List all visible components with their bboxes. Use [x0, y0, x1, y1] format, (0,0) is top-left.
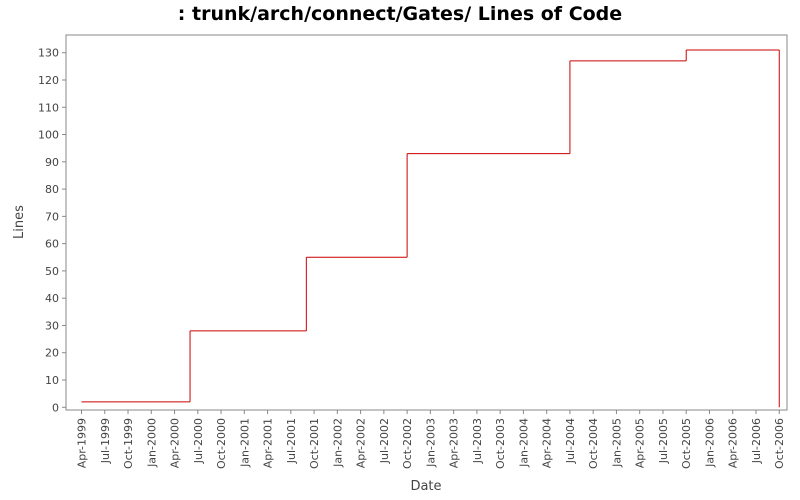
x-tick-label: Jan-2001 — [238, 418, 251, 468]
x-tick-label: Jul-2004 — [564, 418, 577, 464]
x-tick-label: Jul-2001 — [285, 418, 298, 464]
y-tick-label: 40 — [45, 292, 59, 305]
x-tick-label: Oct-2000 — [215, 418, 228, 469]
y-tick-label: 90 — [45, 156, 59, 169]
x-tick-label: Jul-2005 — [657, 418, 670, 464]
y-tick-label: 70 — [45, 210, 59, 223]
x-tick-label: Jan-2005 — [610, 418, 623, 468]
x-tick-label: Apr-2005 — [634, 418, 647, 468]
y-axis-label: Lines — [12, 205, 27, 239]
x-tick-label: Oct-2003 — [494, 418, 507, 469]
y-tick-label: 30 — [45, 319, 59, 332]
x-tick-label: Jan-2004 — [517, 418, 530, 468]
x-tick-label: Jan-2000 — [145, 418, 158, 468]
x-tick-label: Apr-2006 — [727, 418, 740, 468]
x-tick-label: Oct-2002 — [401, 418, 414, 469]
x-axis-label: Date — [410, 479, 441, 494]
x-tick-label: Apr-2001 — [262, 418, 275, 468]
x-tick-label: Apr-1999 — [76, 418, 89, 468]
x-tick-label: Jul-2000 — [192, 418, 205, 464]
x-tick-label: Jul-1999 — [99, 418, 112, 464]
y-tick-label: 120 — [38, 74, 59, 87]
x-tick-label: Jan-2003 — [424, 418, 437, 468]
x-tick-label: Apr-2003 — [448, 418, 461, 468]
x-tick-label: Oct-2005 — [680, 418, 693, 469]
x-tick-label: Apr-2004 — [541, 418, 554, 468]
x-tick-label: Oct-2006 — [773, 418, 786, 469]
x-tick-label: Jul-2002 — [378, 418, 391, 464]
x-tick-label: Jan-2006 — [703, 418, 716, 468]
plot-area — [65, 34, 788, 411]
y-tick-label: 80 — [45, 183, 59, 196]
x-tick-label: Apr-2002 — [355, 418, 368, 468]
x-tick-label: Jan-2002 — [331, 418, 344, 468]
x-tick-label: Jul-2006 — [750, 418, 763, 464]
y-tick-label: 0 — [52, 401, 59, 414]
y-tick-label: 60 — [45, 238, 59, 251]
x-tick-label: Oct-1999 — [122, 418, 135, 469]
chart-title: : trunk/arch/connect/Gates/ Lines of Cod… — [178, 3, 622, 25]
y-tick-label: 10 — [45, 374, 59, 387]
x-tick-label: Oct-2001 — [308, 418, 321, 469]
y-tick-label: 100 — [38, 129, 59, 142]
y-tick-label: 20 — [45, 347, 59, 360]
y-tick-label: 50 — [45, 265, 59, 278]
x-tick-label: Jul-2003 — [471, 418, 484, 464]
y-tick-label: 110 — [38, 101, 59, 114]
x-tick-label: Apr-2000 — [169, 418, 182, 468]
x-tick-label: Oct-2004 — [587, 418, 600, 469]
y-tick-label: 130 — [38, 47, 59, 60]
